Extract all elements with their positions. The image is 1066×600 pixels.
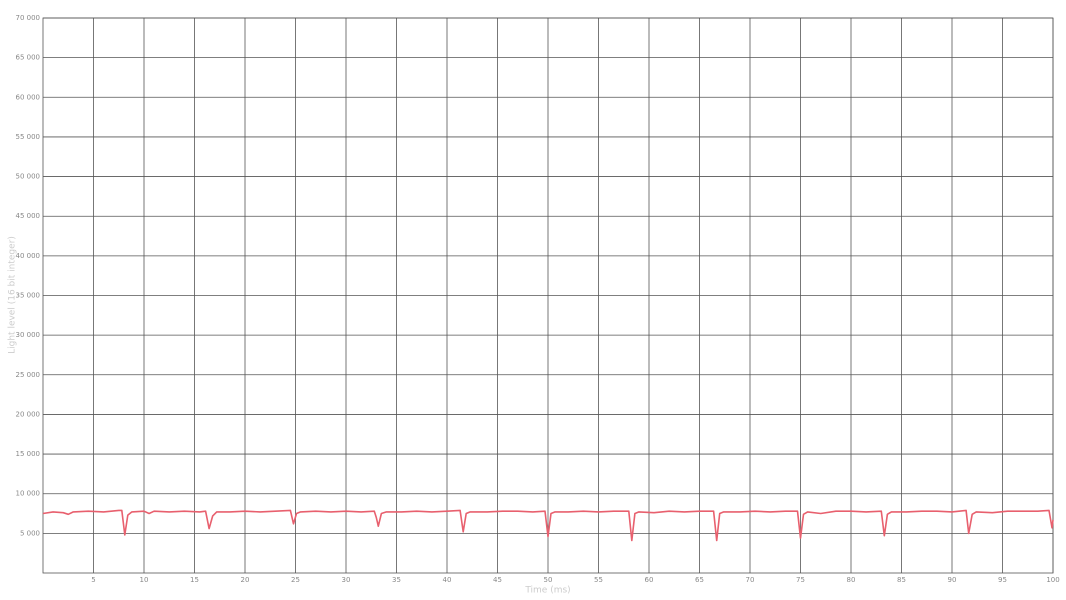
y-tick-label: 5 000 [20,529,40,537]
x-tick-label: 60 [645,576,654,584]
y-tick-label: 50 000 [16,173,41,181]
x-tick-label: 65 [695,576,704,584]
y-tick-label: 55 000 [16,133,41,141]
x-tick-label: 90 [948,576,957,584]
x-tick-label: 40 [443,576,452,584]
x-tick-label: 10 [140,576,149,584]
y-tick-label: 60 000 [16,93,41,101]
y-axis-title: Light level (16 bit integer) [8,236,18,354]
x-tick-label: 5 [91,576,95,584]
y-tick-label: 10 000 [16,490,41,498]
y-tick-label: 35 000 [16,292,41,300]
x-tick-label: 50 [544,576,553,584]
y-tick-label: 70 000 [16,14,41,22]
x-tick-label: 15 [190,576,199,584]
y-tick-label: 20 000 [16,410,41,418]
x-tick-label: 35 [392,576,401,584]
x-tick-label: 55 [594,576,603,584]
x-tick-label: 80 [847,576,856,584]
y-tick-label: 65 000 [16,54,41,62]
y-tick-label: 25 000 [16,371,41,379]
x-tick-label: 25 [291,576,300,584]
y-tick-label: 30 000 [16,331,41,339]
x-tick-label: 95 [998,576,1007,584]
x-tick-label: 75 [796,576,805,584]
y-tick-label: 45 000 [16,212,41,220]
x-tick-label: 20 [241,576,250,584]
x-axis-title: Time (ms) [524,586,570,596]
y-tick-label: 15 000 [16,450,41,458]
x-tick-label: 100 [1046,576,1059,584]
x-tick-label: 45 [493,576,502,584]
x-tick-label: 85 [897,576,906,584]
x-tick-label: 30 [342,576,351,584]
x-tick-label: 70 [746,576,755,584]
data-line [42,509,1054,542]
y-tick-label: 40 000 [16,252,41,260]
